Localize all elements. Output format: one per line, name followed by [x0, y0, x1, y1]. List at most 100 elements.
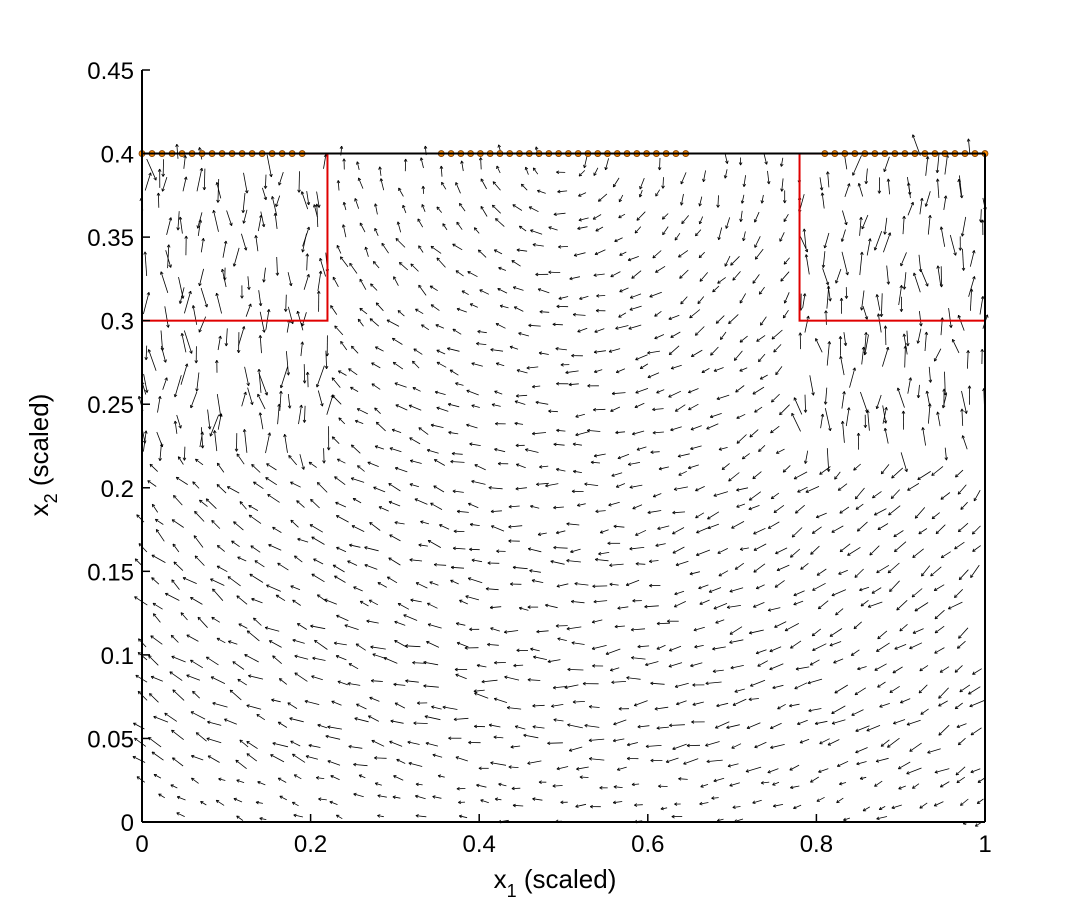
vector-arrow-head: [650, 758, 654, 763]
vector-arrow-head: [426, 640, 430, 645]
vector-arrow-head: [257, 393, 261, 398]
vector-arrow-head: [566, 522, 570, 526]
vector-arrow: [771, 393, 780, 403]
vector-arrow-head: [372, 261, 377, 265]
vector-arrow: [277, 721, 288, 728]
vector-arrow: [498, 783, 507, 787]
vector-arrow: [539, 311, 550, 313]
vector-arrow-head: [429, 285, 434, 289]
vector-arrow-head: [550, 560, 554, 564]
vector-arrow: [772, 781, 780, 786]
vector-arrow-head: [961, 435, 965, 439]
vector-arrow-head: [725, 225, 729, 229]
vector-arrow: [516, 369, 528, 374]
vector-arrow-head: [807, 680, 811, 685]
vector-arrow-head: [237, 556, 241, 560]
vector-arrow: [268, 544, 282, 551]
vector-arrow: [397, 221, 402, 233]
vector-arrow: [394, 522, 405, 525]
vector-arrow-head: [374, 346, 379, 350]
vector-arrow-head: [591, 620, 596, 624]
vector-arrow-head: [738, 162, 743, 166]
vector-arrow-head: [741, 456, 746, 460]
vector-arrow-head: [960, 506, 964, 510]
vector-arrow: [717, 818, 724, 822]
vector-arrow: [957, 484, 967, 495]
vector-arrow-head: [804, 254, 809, 258]
vector-arrow-head: [508, 539, 512, 543]
vector-arrow: [906, 719, 921, 726]
vector-arrow: [442, 223, 448, 231]
vector-arrow-head: [367, 461, 371, 465]
vector-arrow-head: [857, 183, 862, 187]
vector-arrow-head: [827, 742, 832, 746]
vector-arrow-head: [553, 718, 557, 722]
vector-arrow: [485, 588, 499, 591]
vector-arrow-head: [939, 669, 944, 673]
vector-arrow-head: [369, 318, 373, 322]
vector-arrow-head: [594, 557, 599, 562]
vector-arrow: [513, 286, 524, 291]
vector-arrow-head: [836, 763, 841, 767]
vector-arrow: [972, 668, 982, 675]
vector-arrow: [614, 625, 625, 628]
vector-arrow: [795, 666, 810, 670]
vector-arrow: [811, 628, 822, 637]
vector-arrow-head: [934, 650, 938, 654]
vector-arrow-head: [418, 245, 422, 249]
vector-arrow: [530, 505, 540, 509]
vector-arrow: [470, 523, 480, 526]
vector-arrow-head: [728, 478, 732, 482]
vector-arrow-head: [158, 395, 162, 400]
vector-arrow-head: [575, 414, 579, 418]
vector-arrow-head: [749, 434, 753, 438]
vector-arrow-head: [296, 310, 300, 315]
vector-arrow: [917, 328, 922, 344]
vector-arrow: [237, 678, 248, 686]
vector-arrow: [752, 799, 762, 804]
vector-arrow-head: [729, 631, 734, 635]
vector-arrow-head: [393, 775, 397, 779]
vector-arrow-head: [514, 421, 518, 426]
vector-arrow: [518, 332, 530, 337]
vector-arrow: [290, 740, 301, 747]
vector-arrow-head: [374, 782, 379, 786]
vector-arrow: [669, 645, 682, 652]
vector-arrow: [753, 527, 766, 535]
vector-arrow-head: [142, 440, 147, 444]
vector-arrow: [383, 657, 398, 664]
vector-arrow-head: [297, 537, 301, 542]
vector-arrow-head: [875, 759, 880, 763]
vector-arrow-head: [867, 604, 872, 608]
vector-arrow: [724, 169, 728, 179]
vector-arrow: [532, 167, 539, 175]
vector-arrow: [558, 246, 569, 248]
vector-arrow-head: [954, 705, 959, 710]
vector-arrow-head: [907, 487, 911, 491]
vector-arrow-head: [278, 182, 282, 186]
vector-arrow: [557, 190, 568, 193]
vector-arrow: [840, 356, 845, 376]
vector-arrow: [783, 257, 790, 265]
vector-arrow-head: [433, 485, 437, 489]
vector-arrow: [257, 781, 266, 786]
vector-arrow: [662, 213, 669, 220]
vector-arrow: [654, 310, 662, 317]
vector-arrow-head: [572, 469, 577, 474]
vector-arrow-head: [933, 587, 938, 591]
vector-arrow: [149, 693, 159, 703]
vector-arrow: [579, 295, 589, 300]
vector-arrow: [922, 427, 926, 446]
vector-arrow-head: [658, 466, 663, 471]
vector-arrow: [678, 470, 687, 476]
vector-arrow-head: [309, 524, 314, 528]
vector-arrow-head: [146, 292, 151, 296]
vector-arrow: [962, 248, 964, 271]
vector-arrow-head: [635, 390, 639, 394]
vector-arrow-head: [216, 545, 221, 549]
vector-arrow-head: [529, 569, 533, 573]
vector-arrow: [468, 503, 479, 509]
vector-arrow-head: [775, 450, 780, 454]
vector-arrow: [889, 685, 900, 693]
